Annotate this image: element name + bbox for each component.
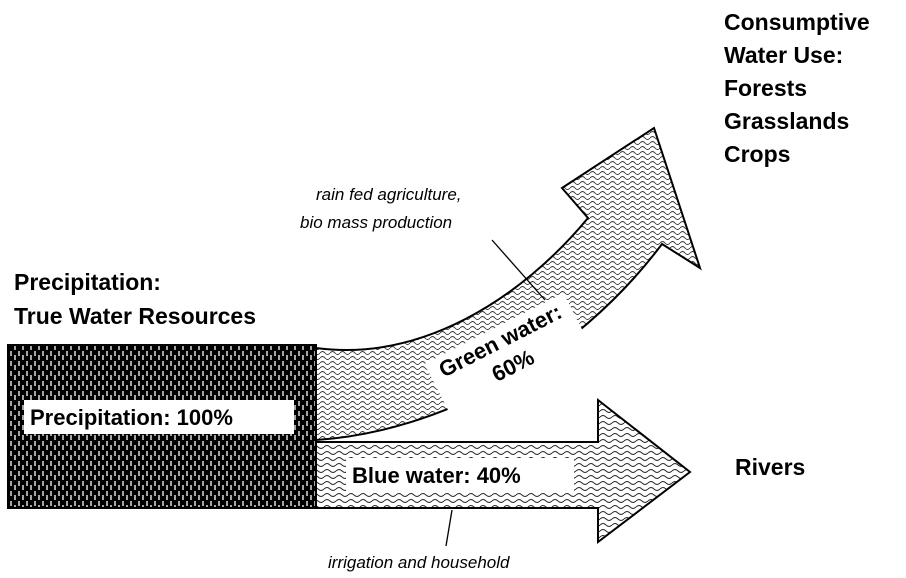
label-box <box>424 293 590 414</box>
blue-note: irrigation and household <box>328 553 510 572</box>
rivers-label: Rivers <box>735 454 805 480</box>
note-line: bio mass production <box>300 213 452 232</box>
heading-line: Grasslands <box>724 108 849 134</box>
heading-line: Water Use: <box>724 42 843 68</box>
consumptive-text: Consumptive Water Use: Forests Grassland… <box>724 9 870 167</box>
label-box <box>24 400 294 434</box>
callout-line <box>445 509 453 547</box>
heading-line: Forests <box>724 75 807 101</box>
heading-line: Consumptive <box>724 9 870 35</box>
heading-line: Precipitation: <box>14 269 161 295</box>
heading-line: True Water Resources <box>14 303 256 329</box>
note-line: rain fed agriculture, <box>316 185 462 204</box>
blue-label: Blue water: 40% <box>352 463 521 488</box>
green-arrow <box>315 126 702 442</box>
precipitation-label: Precipitation: 100% <box>30 405 233 430</box>
label-box <box>346 458 574 492</box>
callout-line <box>491 239 546 301</box>
heading-line: Crops <box>724 141 790 167</box>
